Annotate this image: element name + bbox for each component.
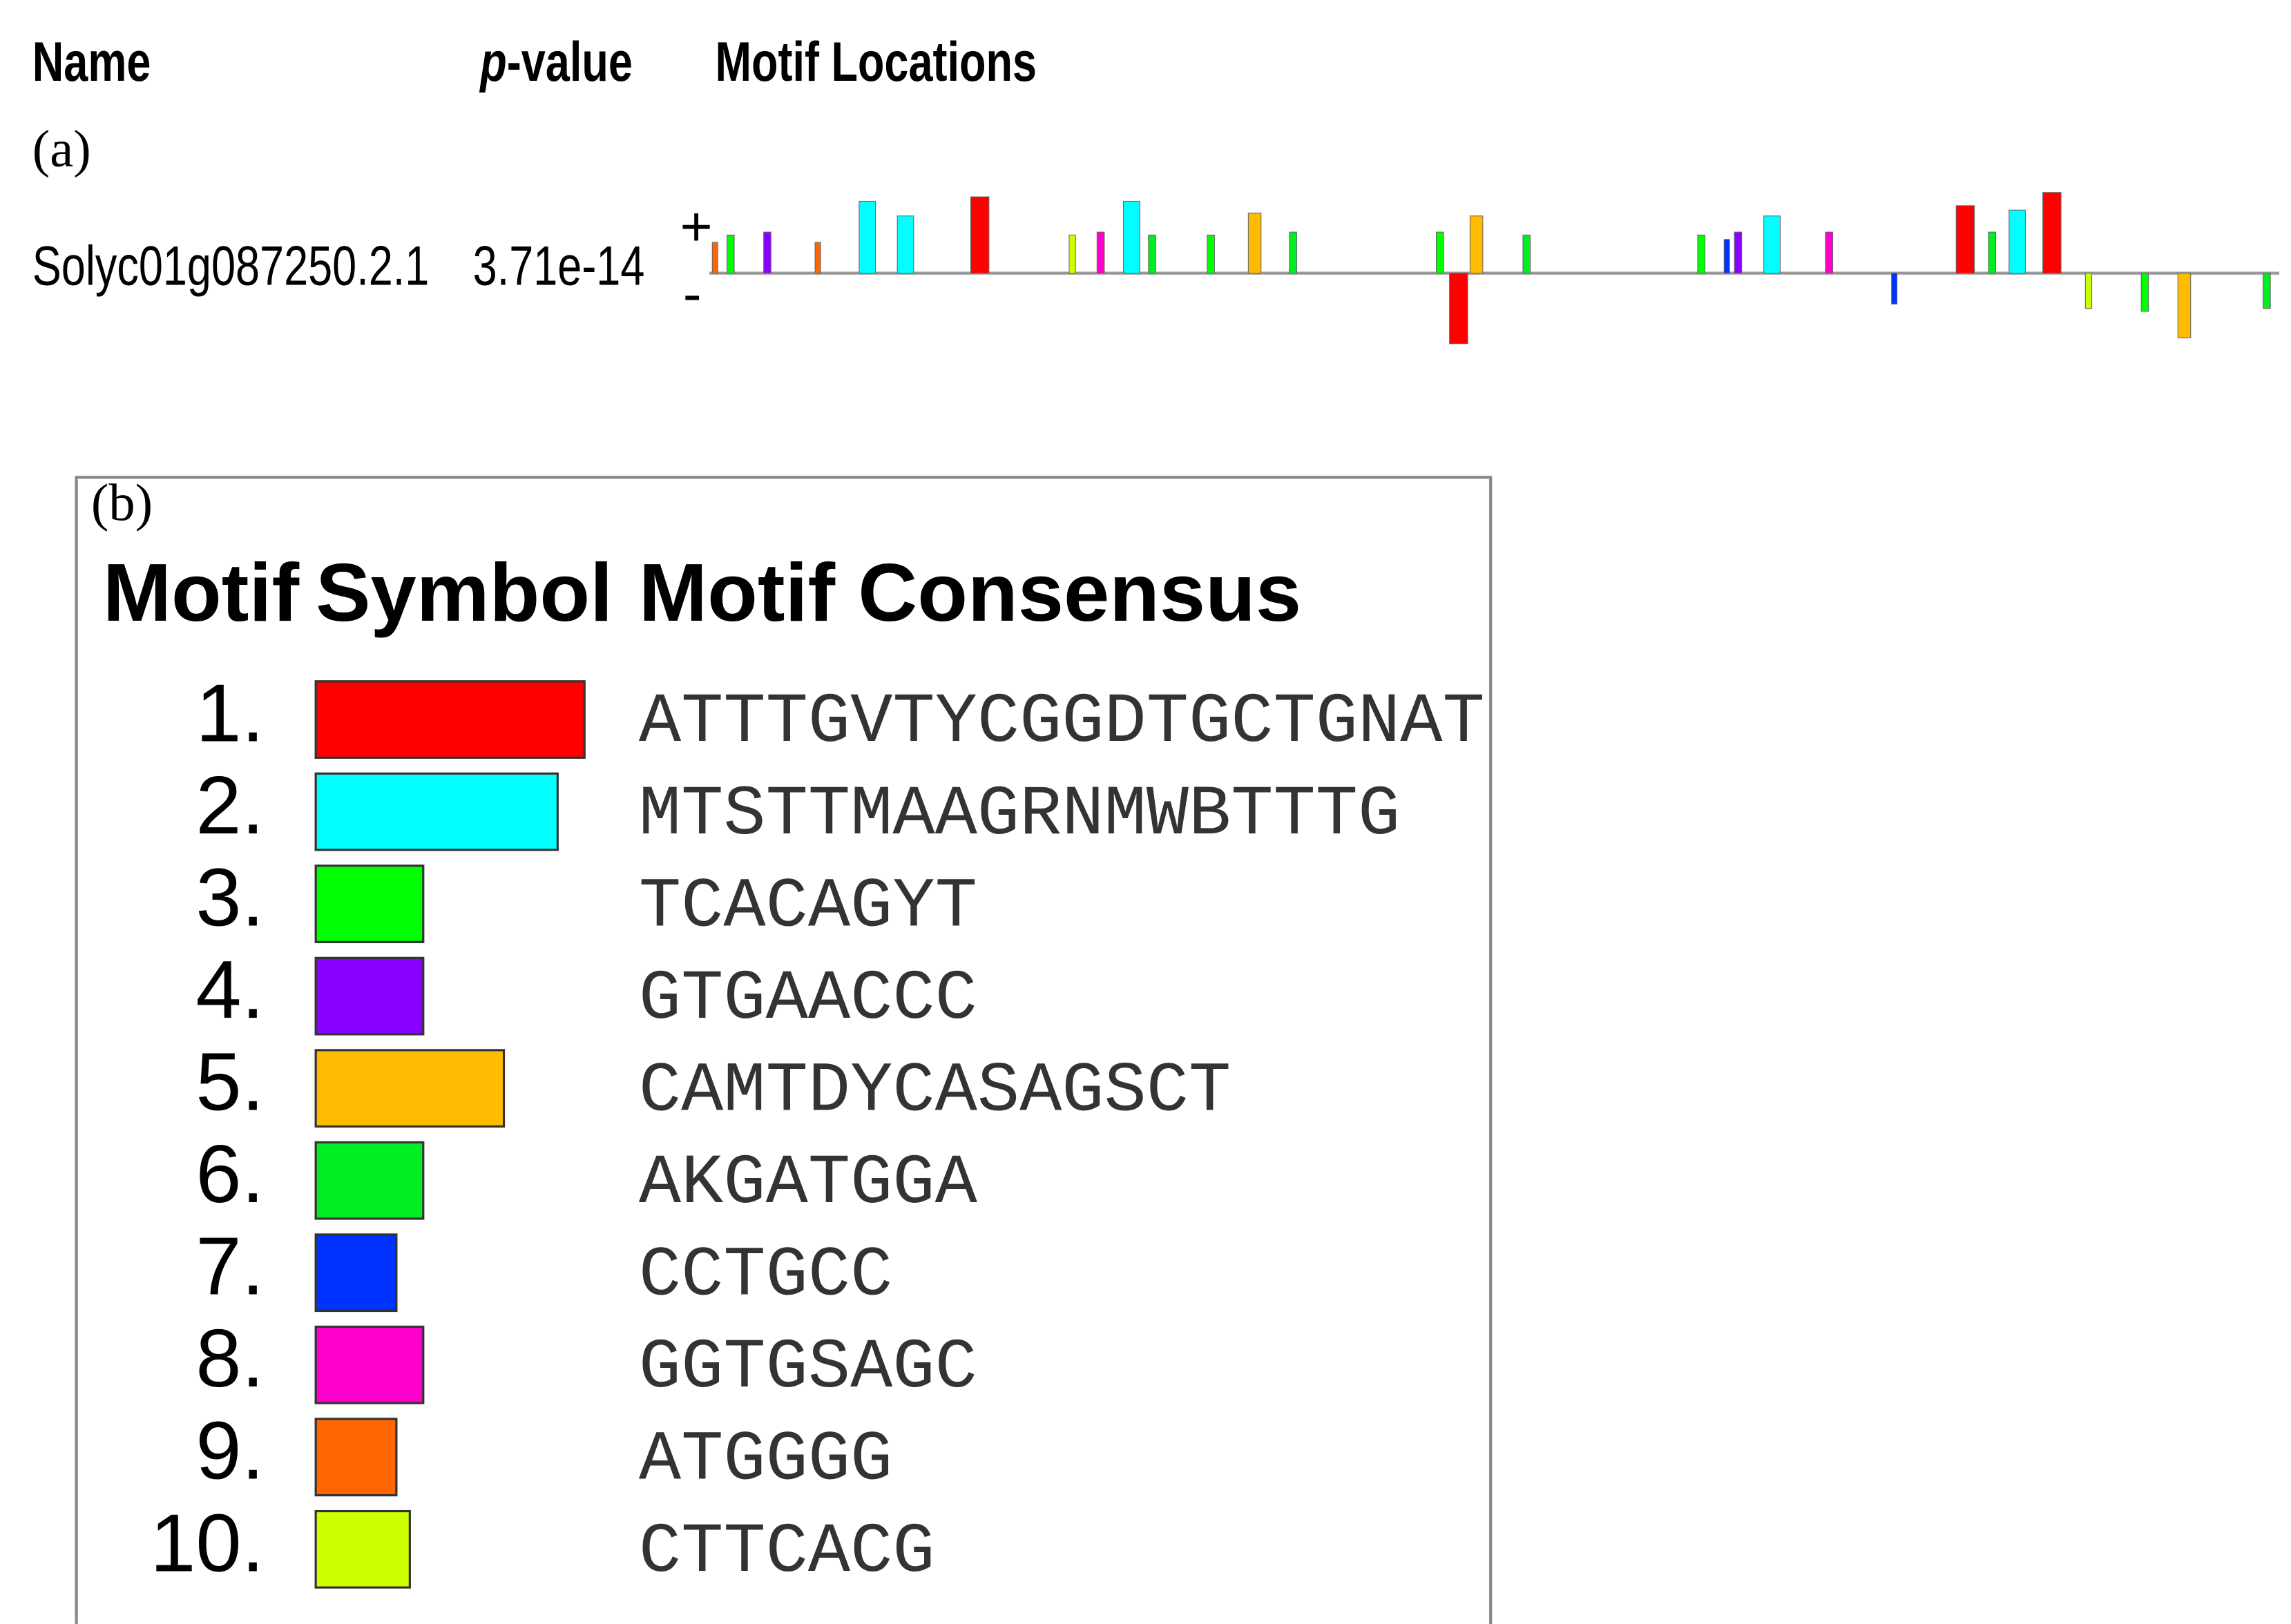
motif-site	[814, 242, 821, 274]
motif-site	[763, 231, 771, 274]
motif-consensus: GTGAACCC	[639, 959, 977, 1039]
motif-number: 9.	[195, 1405, 264, 1497]
motif-site	[2263, 273, 2271, 309]
motif-site	[1449, 273, 1468, 345]
motif-table: 1. ATTTGVTYCGGDTGCTGNAT 2. MTSTTMAAGRNMWBTT…	[150, 667, 1484, 1592]
motif-consensus: ATGGGG	[639, 1420, 892, 1500]
sequence-pvalue: 3.71e-14	[473, 235, 645, 297]
motif-symbol	[314, 680, 586, 759]
motif-site	[970, 196, 990, 274]
motif-site	[1734, 231, 1743, 274]
motif-number: 4.	[195, 944, 264, 1036]
motif-consensus: ATTTGVTYCGGDTGCTGNAT	[639, 682, 1485, 762]
column-header: Motif Consensus	[639, 547, 1301, 639]
motif-number: 7.	[195, 1221, 264, 1313]
panel-label: (a)	[32, 119, 91, 178]
motif-number: 10.	[150, 1497, 265, 1589]
motif-number: 5.	[195, 1036, 264, 1128]
motif-consensus: TCACAGYT	[639, 867, 977, 947]
motif-site	[1891, 273, 1898, 304]
motif-site	[1096, 231, 1105, 274]
motif-consensus: GGTGSAGC	[639, 1328, 977, 1408]
motif-site	[2177, 273, 2192, 338]
motif-site	[1068, 234, 1076, 274]
motif-site	[1247, 212, 1262, 274]
motif-number: 8.	[195, 1313, 264, 1404]
p-italic: p	[479, 31, 507, 93]
header-name: Name	[32, 31, 151, 93]
motif-site	[1289, 231, 1297, 274]
motif-site	[1723, 239, 1730, 274]
motif-number: 6.	[195, 1128, 264, 1220]
motif-site	[1522, 234, 1531, 274]
motif-consensus: MTSTTMAAGRNMWBTTTG	[639, 775, 1400, 855]
motif-site	[1988, 231, 1997, 274]
motif-number: 2.	[195, 760, 264, 851]
motif-site	[1123, 200, 1140, 274]
motif-site	[1825, 231, 1834, 274]
header-locations: Motif Locations	[715, 31, 1036, 93]
motif-site	[1955, 205, 1975, 274]
motif-site	[1763, 215, 1781, 274]
pvalue-rest: -value	[507, 31, 633, 93]
plus-strand: +	[680, 195, 712, 258]
motif-symbol	[314, 1233, 398, 1313]
motif-symbol	[314, 1141, 425, 1220]
motif-consensus: CCTGCC	[639, 1235, 892, 1315]
motif-site	[1469, 215, 1484, 274]
sequence-name: Solyc01g087250.2.1	[32, 235, 430, 297]
motif-site	[1148, 234, 1156, 274]
motif-site	[897, 215, 914, 274]
motif-consensus: CAMTDYCASAGSCT	[639, 1051, 1231, 1131]
motif-symbol	[314, 864, 425, 943]
minus-strand: -	[683, 263, 702, 325]
motif-number: 1.	[195, 667, 264, 759]
motif-symbol	[314, 1509, 411, 1589]
motif-site	[711, 242, 718, 274]
panel-label: (b)	[91, 473, 153, 532]
panel-border	[75, 476, 1493, 1624]
header-pvalue: p-value	[479, 31, 633, 93]
sites	[711, 192, 2271, 345]
motif-number: 3.	[195, 852, 264, 944]
motif-symbol	[314, 1049, 506, 1128]
column-header: Symbol	[316, 547, 613, 639]
column-header: Motif	[103, 547, 300, 639]
motif-site	[2042, 192, 2062, 274]
motif-site	[2084, 273, 2093, 309]
motif-site	[1435, 231, 1444, 274]
motif-symbol	[314, 772, 559, 851]
motif-site	[2140, 273, 2149, 312]
motif-site	[859, 200, 876, 274]
motif-site	[1697, 234, 1706, 274]
motif-symbol	[314, 1418, 398, 1497]
motif-symbol	[314, 1325, 425, 1404]
motif-symbol	[314, 956, 425, 1036]
motif-site	[2009, 209, 2026, 274]
motif-site	[1207, 234, 1215, 274]
motif-site	[726, 234, 735, 274]
motif-consensus: AKGATGGA	[639, 1143, 978, 1224]
motif-consensus: CTTCACG	[639, 1512, 935, 1592]
